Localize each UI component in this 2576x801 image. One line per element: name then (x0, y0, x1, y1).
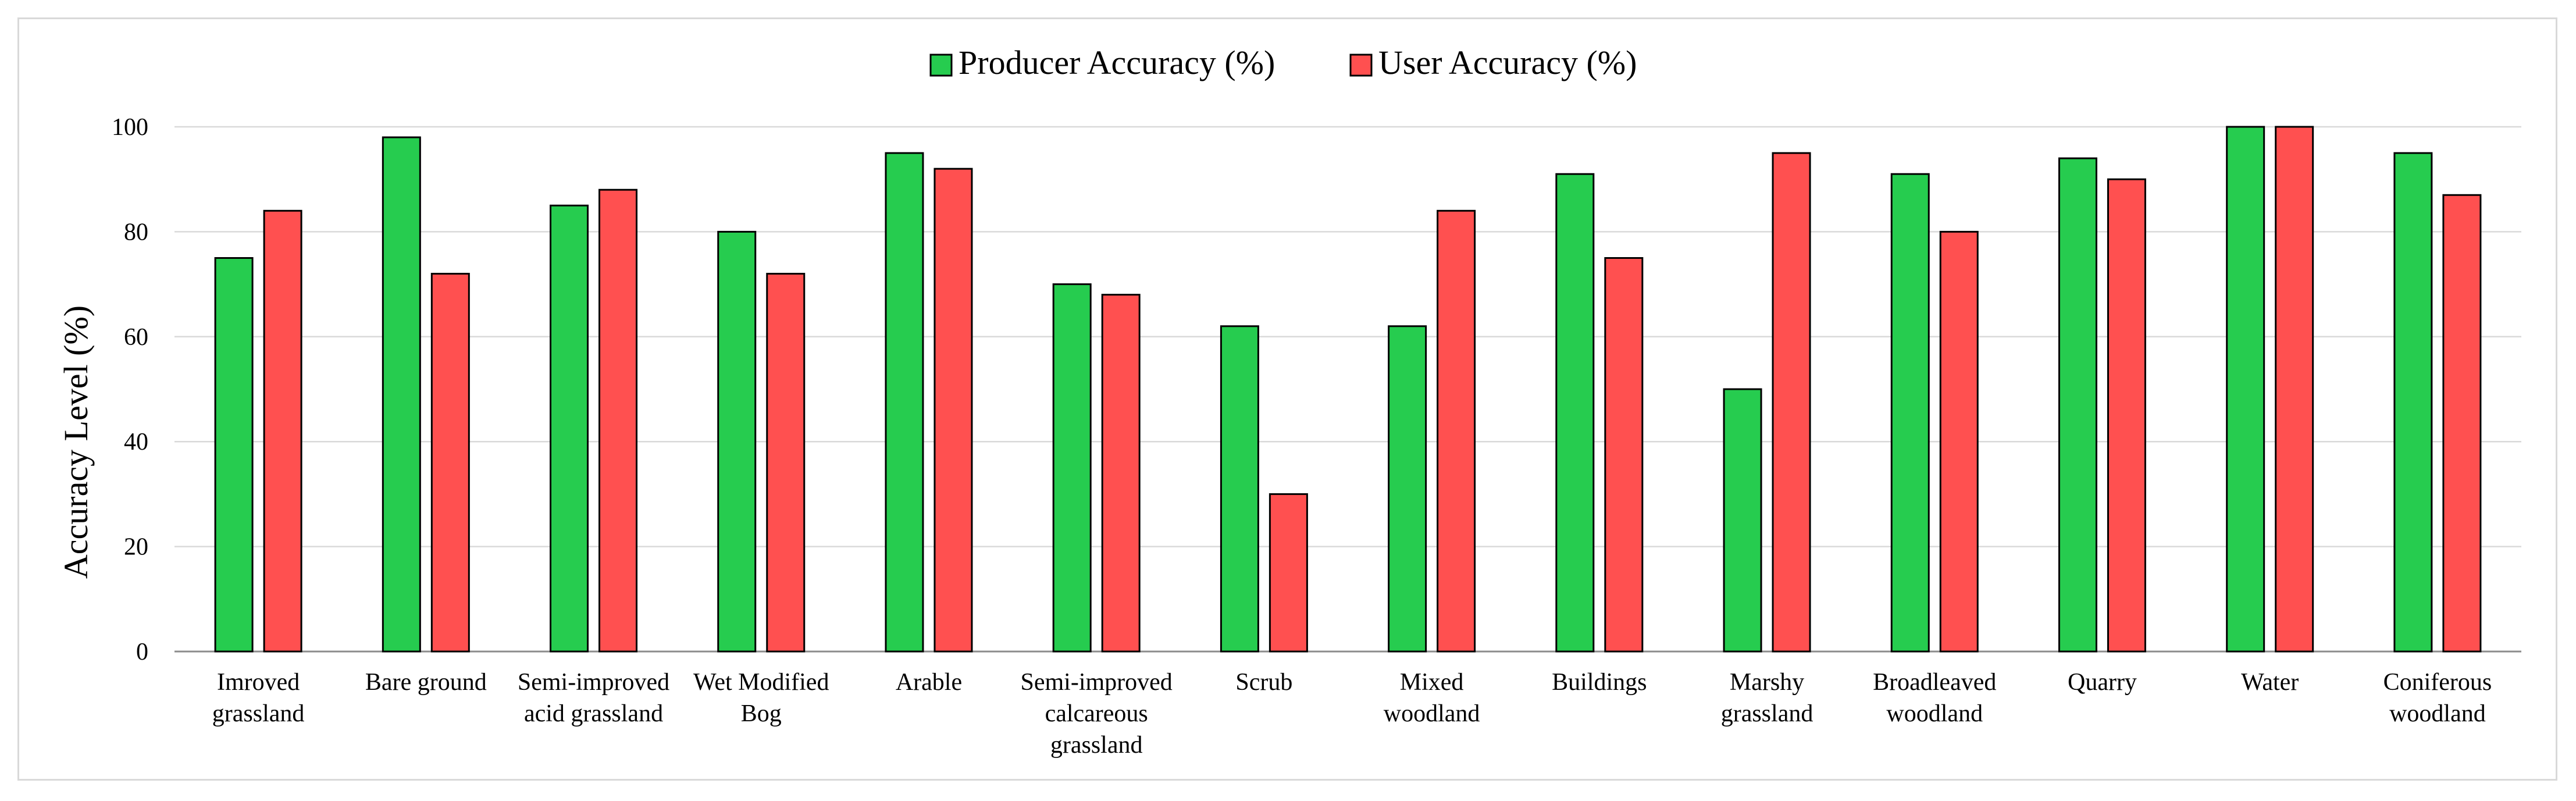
bar-producer-2 (550, 204, 589, 653)
x-category-label: Buildings (1552, 669, 1647, 696)
legend-swatch-producer (929, 54, 953, 77)
bar-producer-12 (2226, 126, 2265, 653)
y-tick-label: 100 (112, 114, 148, 141)
bar-producer-11 (2058, 157, 2097, 653)
y-axis-ticks: 0 20 40 60 80 100 (112, 114, 148, 665)
x-category-label: Water (2241, 669, 2299, 696)
bar-producer-1 (382, 136, 421, 653)
bar-user-5 (1101, 294, 1141, 653)
bar-producer-0 (214, 257, 254, 653)
bar-producer-6 (1220, 325, 1259, 653)
bar-user-6 (1269, 493, 1308, 653)
y-tick-label: 80 (124, 219, 148, 245)
bar-user-12 (2275, 126, 2314, 653)
y-tick-label: 40 (124, 429, 148, 455)
y-tick-label: 0 (136, 639, 148, 665)
bar-user-8 (1604, 257, 1644, 653)
bar-user-7 (1437, 209, 1476, 653)
x-category-label: Broadleaved woodland (1873, 669, 1996, 727)
bar-producer-13 (2393, 152, 2433, 653)
bar-user-2 (598, 188, 638, 653)
y-tick-label: 20 (124, 534, 148, 561)
y-tick-label: 60 (124, 324, 148, 351)
bar-producer-7 (1388, 325, 1427, 653)
y-axis-title: Accuracy Level (%) (57, 305, 95, 579)
bar-user-13 (2442, 194, 2482, 653)
x-category-label: Wet Modified Bog (693, 669, 829, 727)
bar-user-11 (2107, 178, 2146, 653)
x-category-label: Bare ground (365, 669, 487, 696)
bar-producer-4 (885, 152, 924, 653)
x-category-label: Arable (896, 669, 962, 696)
legend-swatch-user (1349, 54, 1373, 77)
bar-producer-10 (1890, 173, 1930, 653)
bar-user-0 (263, 209, 302, 653)
gridlines (174, 126, 2521, 653)
x-category-label: Scrub (1235, 669, 1292, 696)
bar-producer-3 (717, 230, 757, 653)
x-category-label: Imroved grassland (212, 669, 305, 727)
bar-producer-9 (1723, 388, 1762, 653)
x-category-label: Coniferous woodland (2383, 669, 2492, 727)
x-category-label: Quarry (2068, 669, 2137, 696)
x-category-label: Mixed woodland (1384, 669, 1480, 727)
legend-label-user: User Accuracy (%) (1378, 44, 1637, 81)
bar-producer-5 (1052, 283, 1092, 653)
bar-user-1 (430, 273, 470, 653)
bar-user-10 (1939, 230, 1979, 653)
legend: Producer Accuracy (%) User Accuracy (%) (929, 44, 1637, 81)
bar-user-3 (766, 273, 806, 653)
x-category-label: Semi-improved calcareous grassland (1021, 669, 1173, 759)
x-axis-labels: Imroved grassland Bare ground Semi-improved… (212, 669, 2492, 759)
legend-label-producer: Producer Accuracy (%) (959, 44, 1275, 81)
bars (214, 126, 2482, 653)
x-category-label: Semi-improved acid grassland (518, 669, 669, 727)
bar-user-4 (934, 168, 973, 653)
bar-user-9 (1772, 152, 1811, 653)
x-category-label: Marshy grassland (1721, 669, 1813, 727)
bar-producer-8 (1555, 173, 1595, 653)
